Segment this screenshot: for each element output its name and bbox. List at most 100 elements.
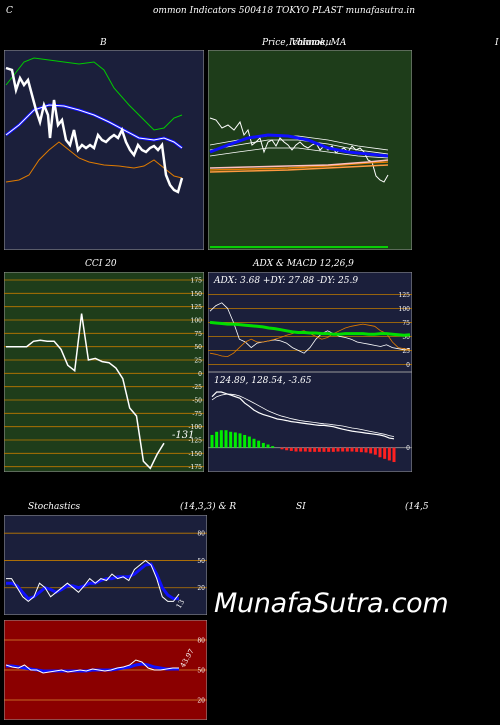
macd-hist-bar bbox=[345, 447, 349, 452]
macd-hist-bar bbox=[327, 447, 331, 452]
macd-line bbox=[211, 391, 395, 440]
macd-hist-bar bbox=[336, 447, 340, 452]
adx-plus-dy-line bbox=[209, 302, 411, 354]
adx-panel: ADX: 3.68 +DY: 27.88 -DY: 25.9 125 100 75 5… bbox=[208, 272, 412, 472]
macd-hist-bar bbox=[271, 446, 275, 448]
adx-tick-label: 25 bbox=[402, 348, 410, 355]
stoch-tick-label: 50 bbox=[197, 558, 205, 565]
cci-tick-label: 50 bbox=[194, 344, 202, 351]
rsi-tick-label: 20 bbox=[197, 698, 205, 705]
adx-label: ADX: 3.68 +DY: 27.88 -DY: 25.9 bbox=[213, 276, 358, 286]
price-ma-pink bbox=[209, 159, 389, 169]
macd-hist-bar bbox=[285, 447, 289, 451]
cci-tick-label: -50 bbox=[192, 398, 202, 405]
price-right-edge: I bbox=[495, 38, 499, 48]
macd-hist-bar bbox=[364, 447, 368, 453]
macd-hist-bar bbox=[261, 442, 265, 448]
stoch-tick-label: 80 bbox=[197, 531, 205, 538]
price-ichimoku-3 bbox=[209, 147, 389, 159]
macd-hist-bar bbox=[373, 447, 377, 455]
bb-price bbox=[5, 66, 184, 194]
stoch-k-line bbox=[6, 559, 180, 603]
macd-hist-bar bbox=[238, 433, 242, 448]
macd-hist-bar bbox=[243, 434, 247, 448]
price-overlap-label: Ichimoku bbox=[289, 38, 332, 48]
macd-hist-bar bbox=[331, 447, 335, 452]
price-ma-orange-2 bbox=[209, 164, 389, 173]
macd-hist-bar bbox=[252, 438, 256, 448]
adx-title: ADX & MACD 12,26,9 bbox=[253, 259, 354, 269]
macd-hist-bar bbox=[303, 447, 307, 452]
rsi-tick-label: 50 bbox=[197, 668, 205, 675]
cci-panel: 175 150 125 100 75 50 25 0 -25 -50 -75 -100 -125 -150… bbox=[4, 272, 204, 472]
price-ma-blue bbox=[209, 133, 389, 158]
macd-hist-bar bbox=[317, 447, 321, 452]
cci-last-label: -131 bbox=[172, 430, 194, 441]
macd-hist-bar bbox=[266, 444, 270, 448]
macd-hist-bar bbox=[308, 447, 312, 452]
macd-hist-bar bbox=[350, 447, 354, 452]
price-panel bbox=[208, 50, 412, 250]
stoch-tick-label: 20 bbox=[197, 585, 205, 592]
header-title: ommon Indicators 500418 TOKYO PLAST muna… bbox=[153, 6, 416, 16]
price-title: Price, Volume, MA bbox=[262, 38, 347, 48]
macd-hist-bar bbox=[289, 447, 293, 451]
price-line bbox=[209, 117, 389, 183]
bb-title: B bbox=[100, 38, 107, 48]
adx-tick-label: 50 bbox=[402, 334, 410, 341]
adx-tick-label: 0 bbox=[406, 362, 410, 369]
macd-hist-bar bbox=[359, 447, 363, 453]
macd-hist-bar bbox=[224, 430, 228, 448]
macd-hist-bar bbox=[313, 447, 317, 452]
rsi-line bbox=[5, 659, 179, 674]
header-left-edge: C bbox=[6, 6, 13, 16]
stoch-last-label: 13 bbox=[175, 598, 186, 610]
bb-panel bbox=[4, 50, 204, 250]
macd-hist-bar bbox=[299, 447, 303, 452]
cci-tick-label: -25 bbox=[192, 384, 202, 391]
macd-hist-bar bbox=[210, 434, 214, 448]
cci-tick-label: 125 bbox=[191, 304, 203, 311]
cci-tick-label: 100 bbox=[191, 318, 203, 325]
bb-lower-band bbox=[5, 141, 183, 183]
watermark: MunafaSutra.com bbox=[214, 588, 449, 619]
macd-signal-line bbox=[211, 393, 395, 437]
macd-tick-label: 0 bbox=[406, 445, 410, 452]
bb-upper-band bbox=[5, 57, 183, 131]
stoch-title: Stochastics bbox=[28, 502, 81, 512]
macd-hist-bar bbox=[378, 447, 382, 458]
macd-hist-bar bbox=[219, 430, 223, 448]
cci-title: CCI 20 bbox=[85, 259, 117, 269]
cci-tick-label: 0 bbox=[198, 371, 202, 378]
cci-tick-label: 25 bbox=[194, 358, 202, 365]
macd-hist-bar bbox=[322, 447, 326, 452]
macd-hist-bar bbox=[294, 447, 298, 452]
cci-tick-label: -175 bbox=[189, 464, 203, 471]
macd-hist-bar bbox=[215, 431, 219, 448]
cci-tick-label: -75 bbox=[192, 411, 202, 418]
stoch-panel: 80 50 20 13 bbox=[4, 515, 207, 615]
macd-hist-bar bbox=[233, 432, 237, 448]
cci-tick-label: -150 bbox=[189, 451, 203, 458]
macd-hist-bar bbox=[392, 447, 396, 463]
macd-hist-bar bbox=[383, 447, 387, 459]
macd-hist-bar bbox=[355, 447, 359, 452]
stoch-params: (14,3,3) & R bbox=[180, 502, 237, 512]
macd-hist-bar bbox=[387, 447, 391, 461]
cci-tick-label: 150 bbox=[191, 291, 203, 298]
cci-tick-label: -100 bbox=[189, 424, 203, 431]
rsi-params: (14,5 bbox=[405, 502, 429, 512]
macd-label: 124.89, 128.54, -3.65 bbox=[214, 376, 312, 386]
rsi-title: SI bbox=[296, 502, 306, 512]
adx-tick-label: 100 bbox=[399, 306, 411, 313]
cci-tick-label: 175 bbox=[191, 278, 203, 285]
macd-hist-bar bbox=[257, 440, 261, 448]
rsi-tick-label: 80 bbox=[197, 638, 205, 645]
macd-hist-bar bbox=[369, 447, 373, 454]
cci-line bbox=[6, 313, 165, 470]
cci-tick-label: -125 bbox=[189, 438, 203, 445]
adx-line bbox=[209, 320, 411, 337]
price-ichimoku-2 bbox=[209, 139, 389, 155]
adx-tick-label: 75 bbox=[402, 320, 410, 327]
